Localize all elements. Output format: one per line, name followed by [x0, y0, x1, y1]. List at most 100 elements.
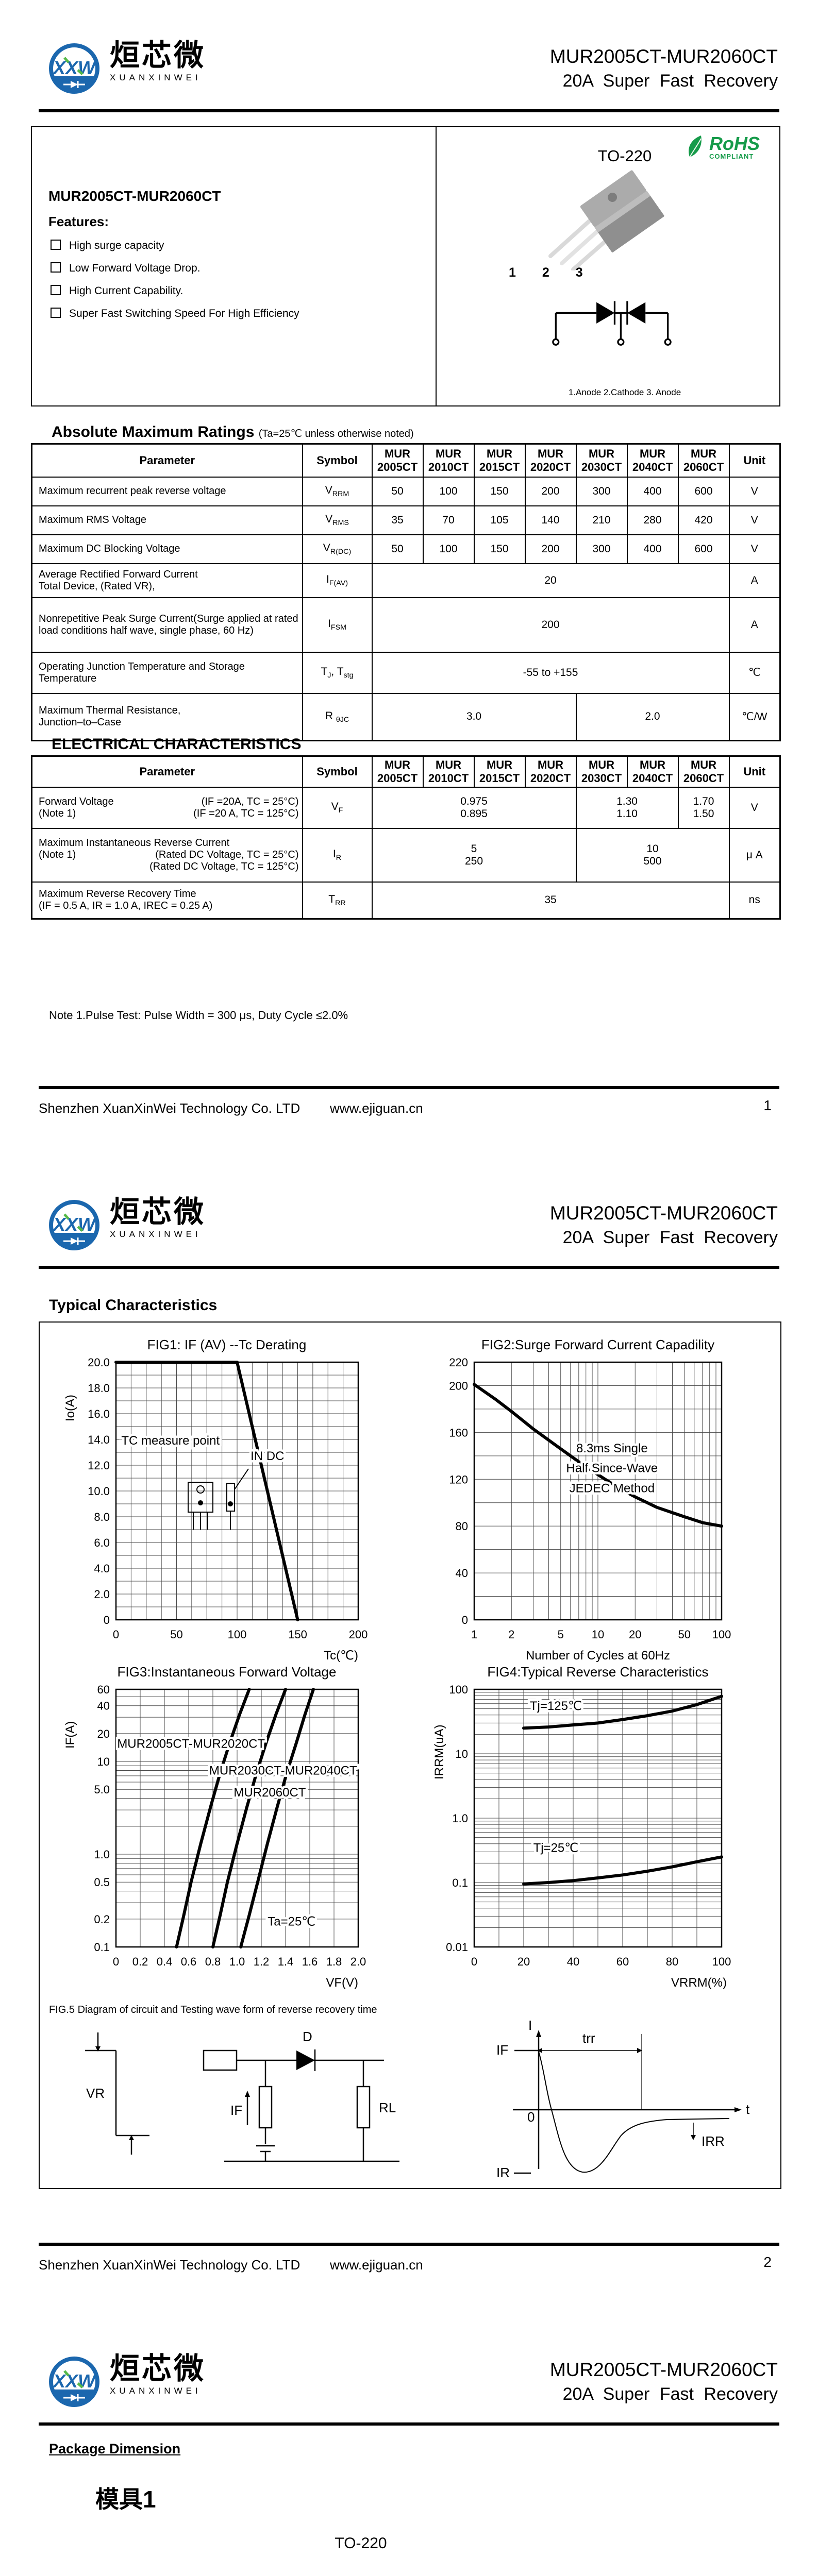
svg-text:0: 0	[462, 1614, 468, 1626]
svg-text:0.2: 0.2	[94, 1913, 110, 1926]
fig5-if-label: IF	[230, 2103, 242, 2118]
fig1-xlabel: Tc(℃)	[324, 1649, 358, 1663]
svg-text:20: 20	[629, 1628, 641, 1641]
svg-text:2.0: 2.0	[94, 1588, 110, 1601]
svg-text:2: 2	[508, 1628, 514, 1641]
company-logo: XXW 烜芯微 XUANXINWEI	[44, 1196, 206, 1258]
package-name: TO-220	[597, 147, 652, 165]
package-dimension-title: Package Dimension	[49, 2441, 181, 2456]
checkbox-icon	[51, 240, 61, 250]
logo-mark-icon: XXW	[49, 2357, 99, 2407]
fig1-ylabel: Io(A)	[63, 1395, 77, 1421]
svg-text:1.2: 1.2	[254, 1955, 270, 1968]
col-header-model: MUR 2005CT	[371, 443, 424, 478]
doc-title-part-range: MUR2005CT-MUR2060CT	[549, 46, 778, 67]
svg-text:1.0: 1.0	[94, 1848, 110, 1861]
fig3-title: FIG3:Instantaneous Forward Voltage	[117, 1664, 337, 1680]
header-rule	[39, 2422, 779, 2426]
fig4-title: FIG4:Typical Reverse Characteristics	[487, 1664, 709, 1680]
svg-text:Tj=25℃: Tj=25℃	[533, 1841, 579, 1855]
checkbox-icon	[51, 262, 61, 273]
doc-title-part-range: MUR2005CT-MUR2060CT	[549, 1202, 778, 1224]
fig5-diagram: VR D IF RL	[85, 2020, 750, 2179]
fig5-rl-label: RL	[379, 2100, 396, 2115]
svg-text:0.5: 0.5	[94, 1876, 110, 1889]
col-header-model: MUR 2030CT	[575, 443, 628, 478]
svg-text:40: 40	[97, 1700, 110, 1713]
svg-text:0.1: 0.1	[94, 1941, 110, 1954]
fig5-zero-label: 0	[527, 2109, 535, 2125]
svg-text:1.4: 1.4	[278, 1955, 294, 1968]
svg-text:0.01: 0.01	[446, 1941, 468, 1954]
fig1-chart: 0 50 100 150 200 0 2.0 4.0 6.0 8.0 10.0 12.0 14.0 16.…	[63, 1356, 368, 1663]
part-range-label: MUR2005CT-MUR2060CT	[48, 188, 221, 204]
header-rule	[39, 109, 779, 112]
fig4-ylabel: IRRM(uA)	[432, 1724, 446, 1780]
svg-text:4.0: 4.0	[94, 1562, 110, 1575]
footer-website: www.ejiguan.cn	[330, 2257, 423, 2273]
svg-text:XXW: XXW	[52, 1214, 97, 1235]
svg-text:Ta=25℃: Ta=25℃	[268, 1915, 315, 1929]
svg-text:6.0: 6.0	[94, 1536, 110, 1549]
feature-item: Super Fast Switching Speed For High Effi…	[51, 308, 299, 320]
table-row: Nonrepetitive Peak Surge Current(Surge a…	[31, 597, 781, 653]
feature-text: High surge capacity	[69, 240, 164, 251]
table-row: Maximum DC Blocking Voltage VR(DC) 50 100…	[31, 534, 781, 564]
doc-title: MUR2005CT-MUR2060CT 20A Super Fast Recov…	[550, 44, 778, 94]
doc-title-subtitle: 20A Super Fast Recovery	[562, 1228, 778, 1248]
electrical-characteristics-table: Parameter Symbol MUR 2005CT MUR 2010CT MUR…	[31, 755, 781, 920]
svg-text:0: 0	[113, 1955, 119, 1968]
col-header-model: MUR 2040CT	[626, 443, 679, 478]
svg-text:20: 20	[97, 1727, 110, 1740]
rohs-leaf-icon	[689, 135, 702, 158]
svg-text:5: 5	[558, 1628, 564, 1641]
svg-text:0: 0	[104, 1614, 110, 1626]
svg-text:TC measure point: TC measure point	[121, 1434, 220, 1448]
package-photo	[548, 170, 664, 270]
rohs-badge: RoHS COMPLIANT	[686, 134, 760, 161]
table-row: Operating Junction Temperature and Stora…	[31, 651, 781, 694]
table-header-row: Parameter Symbol MUR 2005CT MUR 2010CT MUR…	[31, 443, 781, 478]
header-rule	[39, 1266, 779, 1269]
svg-text:10: 10	[97, 1755, 110, 1768]
svg-text:IN DC: IN DC	[251, 1449, 284, 1463]
svg-text:16.0: 16.0	[88, 1408, 110, 1420]
fig2-xlabel: Number of Cycles at 60Hz	[526, 1649, 670, 1663]
svg-text:Half Since-Wave: Half Since-Wave	[566, 1462, 658, 1476]
company-logo: XXW 烜芯微 XUANXINWEI	[44, 2353, 206, 2414]
table-row: Maximum RMS Voltage VRMS 35 70 105 140 210 28…	[31, 505, 781, 535]
package-name: TO-220	[335, 2535, 387, 2552]
figures-box	[39, 1321, 781, 2189]
fig5-irr-label: IRR	[702, 2133, 725, 2149]
svg-text:100: 100	[449, 1683, 468, 1696]
svg-text:100: 100	[712, 1628, 731, 1641]
svg-text:1.8: 1.8	[326, 1955, 342, 1968]
table-row: Maximum Reverse Recovery Time (IF = 0.5 A…	[31, 881, 781, 920]
svg-text:0.4: 0.4	[157, 1955, 173, 1968]
fig4-chart: 0 20 40 60 80 100 0.01 0.1 1.0 10 100 Tj=125℃ Tj=25℃…	[432, 1683, 731, 1990]
svg-text:0: 0	[471, 1955, 477, 1968]
footer-rule	[39, 1086, 779, 1089]
svg-text:XXW: XXW	[52, 2370, 97, 2392]
svg-text:80: 80	[456, 1520, 468, 1533]
svg-text:50: 50	[170, 1628, 182, 1641]
svg-text:Tj=125℃: Tj=125℃	[530, 1699, 582, 1713]
chart-generated: 1 2 5 10 20 50 100 0 40 80 120 160 200 220 8.3ms Singl…	[449, 1356, 731, 1641]
svg-text:5.0: 5.0	[94, 1783, 110, 1796]
fig5-caption: FIG.5 Diagram of circuit and Testing wav…	[49, 2004, 377, 2015]
svg-text:40: 40	[456, 1567, 468, 1580]
fig5-trr-label: trr	[582, 2030, 595, 2046]
feature-text: High Current Capability.	[69, 285, 183, 297]
rohs-compliant: COMPLIANT	[709, 152, 754, 160]
logo-mark-icon: XXW	[49, 43, 99, 94]
footer-company: Shenzhen XuanXinWei Technology Co. LTD	[39, 1100, 301, 1116]
fig5-d-label: D	[303, 2029, 312, 2044]
features-title: Features:	[48, 214, 109, 229]
table-row: Forward Voltage (IF =20A, TC = 25°C) (Not…	[31, 786, 781, 829]
feature-text: Super Fast Switching Speed For High Effi…	[69, 308, 299, 319]
svg-text:60: 60	[616, 1955, 629, 1968]
fig3-chart: 0 0.2 0.4 0.6 0.8 1.0 1.2 1.4 1.6 1.8 2.0 0.1 0.2 0.5…	[63, 1683, 366, 1990]
fig2-chart: 1 2 5 10 20 50 100 0 40 80 120 160 200 220 8.3ms Singl…	[449, 1356, 731, 1663]
page-3: XXW 烜芯微 XUANXINWEI MUR2005CT-MUR2060CT 2…	[0, 2313, 818, 2576]
